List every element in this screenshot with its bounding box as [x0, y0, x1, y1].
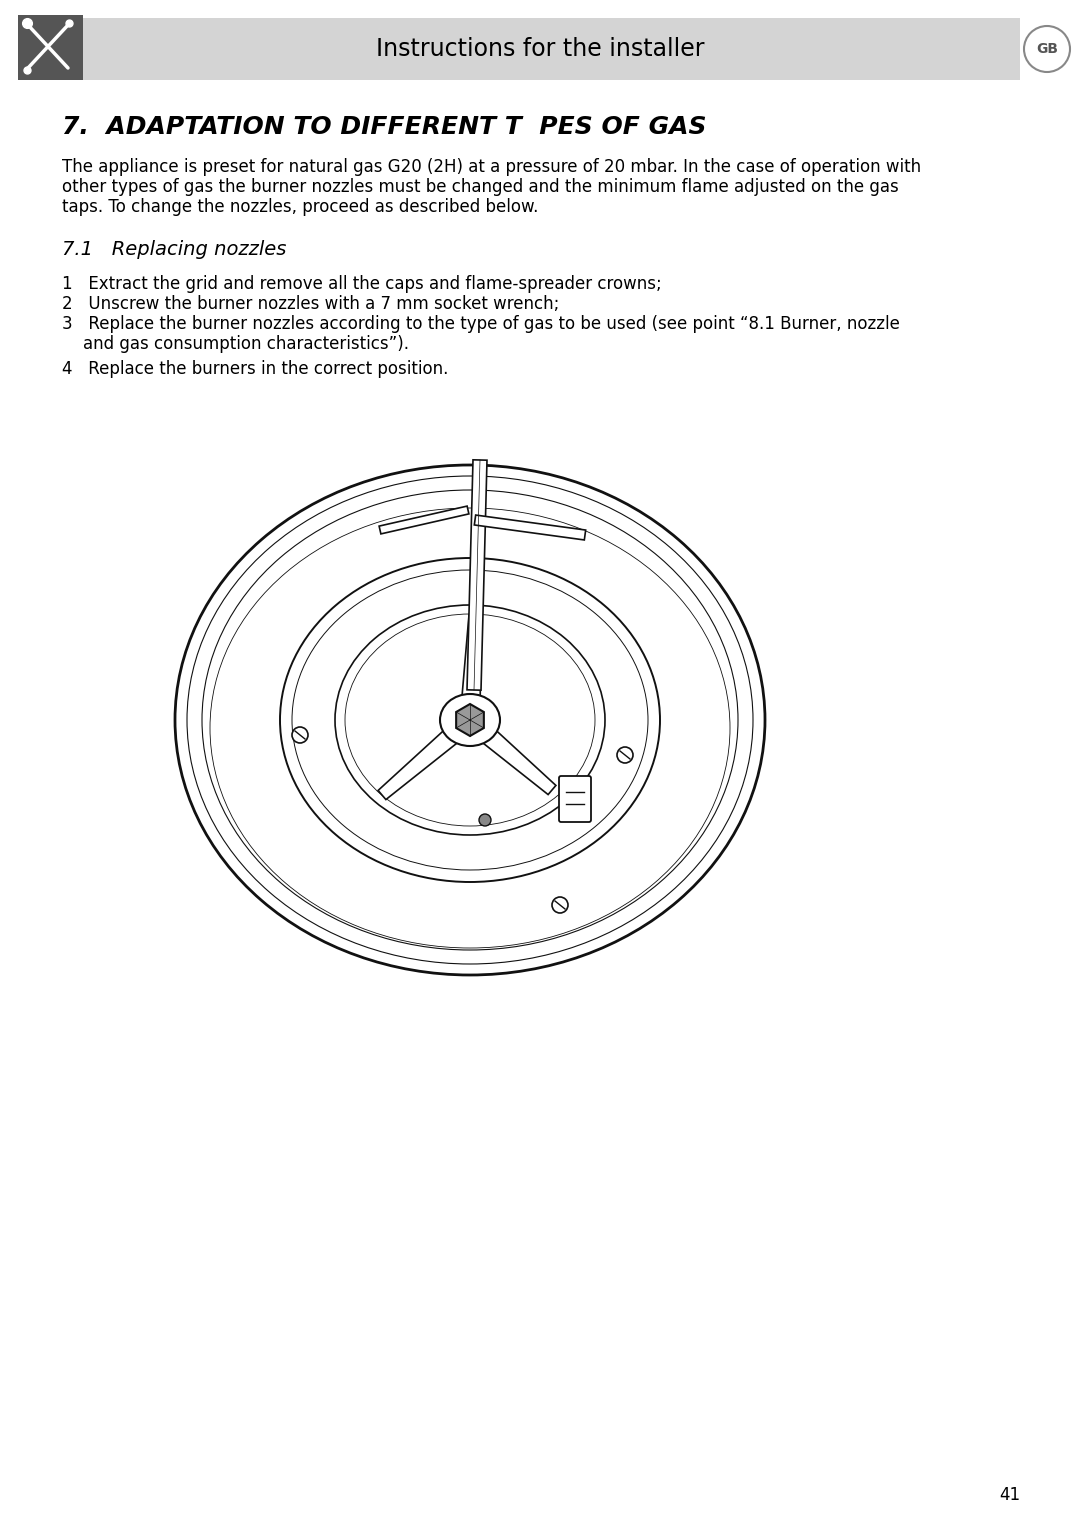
FancyBboxPatch shape: [559, 776, 591, 822]
Text: 7.1   Replacing nozzles: 7.1 Replacing nozzles: [62, 240, 286, 260]
Polygon shape: [379, 505, 469, 534]
Text: GB: GB: [1036, 43, 1058, 56]
Text: 4   Replace the burners in the correct position.: 4 Replace the burners in the correct pos…: [62, 360, 448, 379]
Text: Instructions for the installer: Instructions for the installer: [376, 37, 704, 61]
Text: other types of gas the burner nozzles must be changed and the minimum flame adju: other types of gas the burner nozzles mu…: [62, 179, 899, 195]
Polygon shape: [456, 704, 484, 736]
Circle shape: [292, 727, 308, 744]
Polygon shape: [474, 515, 585, 541]
Ellipse shape: [440, 693, 500, 747]
FancyBboxPatch shape: [60, 18, 1020, 79]
Polygon shape: [460, 615, 481, 721]
Text: 3   Replace the burner nozzles according to the type of gas to be used (see poin: 3 Replace the burner nozzles according t…: [62, 315, 900, 333]
Text: 41: 41: [999, 1486, 1021, 1504]
Polygon shape: [378, 713, 476, 800]
Polygon shape: [467, 460, 487, 690]
Circle shape: [552, 896, 568, 913]
FancyBboxPatch shape: [18, 15, 83, 79]
Text: 1   Extract the grid and remove all the caps and flame-spreader crowns;: 1 Extract the grid and remove all the ca…: [62, 275, 662, 293]
Circle shape: [617, 747, 633, 764]
Polygon shape: [463, 713, 556, 794]
Circle shape: [480, 814, 491, 826]
Text: and gas consumption characteristics”).: and gas consumption characteristics”).: [62, 334, 409, 353]
Text: 7.  ADAPTATION TO DIFFERENT T  PES OF GAS: 7. ADAPTATION TO DIFFERENT T PES OF GAS: [62, 115, 706, 139]
Text: taps. To change the nozzles, proceed as described below.: taps. To change the nozzles, proceed as …: [62, 199, 538, 215]
Text: The appliance is preset for natural gas G20 (2H) at a pressure of 20 mbar. In th: The appliance is preset for natural gas …: [62, 157, 921, 176]
Text: 2   Unscrew the burner nozzles with a 7 mm socket wrench;: 2 Unscrew the burner nozzles with a 7 mm…: [62, 295, 559, 313]
